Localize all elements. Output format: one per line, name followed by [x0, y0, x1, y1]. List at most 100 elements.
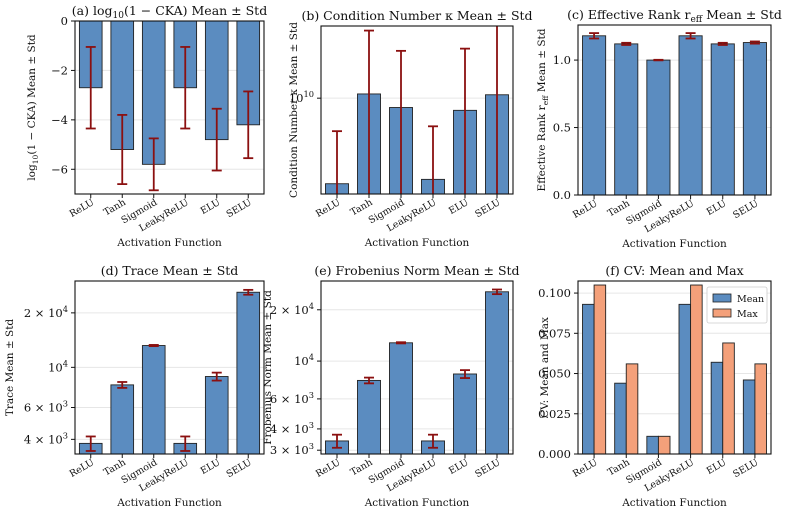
x-tick-label: SELU	[473, 457, 502, 480]
bars	[78, 288, 261, 454]
y-tick-label: 4 × 103	[270, 420, 314, 436]
error-bar-tanh	[364, 376, 374, 385]
x-tick-label: ReLU	[68, 457, 97, 480]
x-axis-label: Activation Function	[116, 237, 222, 249]
x-tick-label: ELU	[705, 457, 728, 477]
bar-mean-relu	[582, 303, 595, 454]
chart-title: (a) log10(1 − CKA) Mean ± Std	[72, 3, 267, 21]
y-tick-label: 1010	[289, 89, 314, 105]
bar-max-tanh	[625, 363, 639, 454]
y-tick-label: 0.050	[538, 367, 571, 381]
bar-selu	[742, 42, 767, 195]
x-tick-label: ELU	[447, 457, 470, 477]
error-bar-elu	[717, 41, 728, 46]
error-bar-elu	[460, 369, 470, 379]
x-tick-label: ReLU	[68, 197, 97, 220]
y-tick-label: 0.025	[538, 407, 571, 421]
y-tick-label: 2 × 104	[270, 301, 314, 317]
bar-mean-tanh	[614, 382, 627, 454]
y-tick-label: 104	[48, 358, 68, 374]
x-axis-label: Activation Function	[364, 237, 470, 249]
y-tick-label: 0.000	[538, 447, 571, 461]
x-tick-label: ReLU	[571, 198, 600, 221]
chart-title: (f) CV: Mean and Max	[605, 263, 743, 278]
bars	[325, 288, 509, 454]
bar-mean-sigmoid	[646, 435, 659, 454]
y-tick-label: 6 × 103	[270, 390, 314, 406]
bar-max-elu	[722, 342, 735, 454]
error-bar-selu	[492, 26, 502, 194]
error-bar-leakyrelu	[685, 32, 696, 40]
bar-leakyrelu	[678, 35, 703, 195]
y-tick-label: 6 × 103	[24, 398, 68, 414]
x-tick-label: SELU	[225, 197, 254, 220]
bar-tanh	[614, 43, 639, 195]
error-bar-relu	[85, 46, 96, 130]
bars	[582, 32, 767, 195]
axes-frame	[320, 25, 514, 195]
axes-frame	[320, 280, 514, 455]
bar-elu	[453, 373, 477, 454]
x-tick-label: SELU	[473, 197, 502, 220]
x-axis-label: Activation Function	[116, 497, 222, 509]
chart-title: (e) Frobenius Norm Mean ± Std	[314, 263, 519, 278]
bar-tanh	[110, 384, 135, 454]
error-bar-relu	[589, 32, 600, 40]
x-tick-label: ELU	[447, 197, 470, 217]
axes-frame	[74, 20, 265, 195]
y-tick-label: 3 × 103	[270, 441, 314, 457]
bar-tanh	[357, 379, 381, 454]
y-axis-label: CV: Mean and Max	[539, 317, 551, 418]
x-axis-label: Activation Function	[621, 238, 727, 250]
axes-frame	[577, 24, 772, 196]
error-bar-relu	[332, 130, 342, 194]
bar-elu	[710, 43, 735, 195]
y-tick-label: 4 × 103	[24, 430, 68, 446]
error-bar-leakyrelu	[428, 125, 438, 194]
x-tick-label: SELU	[731, 457, 760, 480]
y-tick-label: 104	[294, 352, 314, 368]
bar-max-leakyrelu	[690, 284, 703, 454]
bar-selu	[485, 291, 509, 454]
error-bar-elu	[211, 371, 222, 382]
y-axis-label: Condition Number κ Mean ± Std	[288, 22, 300, 198]
x-axis-label: Activation Function	[621, 497, 727, 509]
y-tick-label: 0.5	[553, 121, 571, 135]
x-tick-label: ELU	[705, 198, 728, 218]
error-bar-leakyrelu	[180, 435, 191, 452]
legend-label-max: Max	[737, 309, 758, 320]
bar-mean-leakyrelu	[678, 303, 692, 454]
bar-mean-elu	[710, 361, 724, 454]
error-bar-sigmoid	[396, 49, 406, 194]
legend-label-mean: Mean	[737, 294, 764, 305]
bar-max-sigmoid	[657, 435, 671, 454]
error-bar-selu	[243, 90, 254, 160]
y-tick-label: 0.075	[538, 326, 571, 340]
y-tick-label: −4	[51, 113, 68, 127]
x-tick-label: ELU	[199, 457, 222, 477]
y-tick-label: 0	[61, 14, 68, 28]
axes-frame	[74, 280, 265, 455]
error-bar-elu	[460, 47, 470, 194]
error-bar-sigmoid	[148, 344, 159, 348]
bar-relu	[582, 35, 607, 195]
legend-swatch-mean	[712, 293, 732, 303]
bar-max-relu	[593, 284, 607, 454]
chart-title: (b) Condition Number κ Mean ± Std	[301, 8, 532, 23]
bars	[325, 26, 509, 194]
error-bar-leakyrelu	[180, 46, 191, 130]
y-axis-label: Effective Rank reff Mean ± Std	[536, 28, 550, 191]
error-bar-tanh	[117, 381, 128, 389]
error-bar-sigmoid	[148, 137, 159, 192]
legend: Mean Max	[706, 286, 768, 324]
error-bar-relu	[85, 435, 96, 452]
error-bar-selu	[243, 288, 254, 296]
error-bar-tanh	[117, 114, 128, 186]
x-tick-label: ELU	[199, 197, 222, 217]
